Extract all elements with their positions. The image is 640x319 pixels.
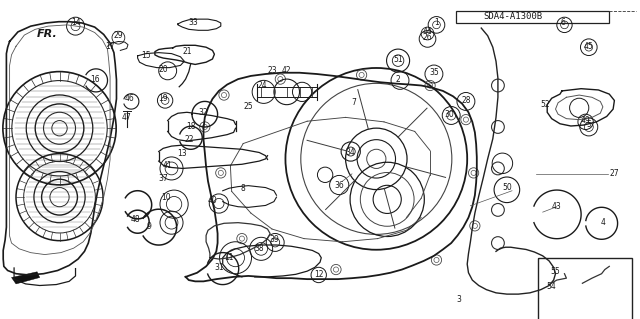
Text: 11: 11 [225,253,234,262]
Text: 13: 13 [177,149,188,158]
Bar [538,258,632,319]
Text: 17: 17 [105,42,115,51]
Text: 34: 34 [346,148,356,157]
Text: 40: 40 [207,196,218,205]
Text: 4: 4 [600,218,605,227]
Text: 28: 28 [461,96,470,105]
Text: 44: 44 [422,27,433,36]
Text: 31: 31 [214,263,224,272]
Text: 27: 27 [609,169,620,178]
Text: 29: 29 [113,31,124,40]
Text: 47: 47 [122,113,132,122]
Text: 45: 45 [584,42,594,51]
Text: 37: 37 [158,174,168,182]
Text: 26: 26 [422,33,433,42]
Text: 38: 38 [254,244,264,253]
Text: 22: 22 [184,135,193,144]
Text: 12: 12 [314,271,323,279]
Text: 8: 8 [241,184,246,193]
Text: 52: 52 [540,100,550,109]
Text: 35: 35 [429,68,439,77]
Text: 54: 54 [547,282,557,291]
Text: 55: 55 [550,267,561,276]
Text: 33: 33 [188,19,198,27]
Text: 51: 51 [393,55,403,63]
Text: 1: 1 [434,19,439,27]
Text: 19: 19 [158,94,168,103]
Text: SDA4-A1300B: SDA4-A1300B [484,12,543,21]
Text: 32: 32 [198,108,209,117]
Text: 50: 50 [502,183,512,192]
Text: 36: 36 [334,181,344,189]
Text: 6: 6 [561,19,566,27]
Text: 24: 24 [257,81,268,90]
Text: 25: 25 [243,102,253,111]
Text: 2: 2 [396,75,401,84]
Text: 10: 10 [161,193,172,202]
Text: 20: 20 [158,65,168,74]
Text: 18: 18 [186,122,195,130]
Text: 30: 30 [444,110,454,119]
Text: 23: 23 [267,66,277,75]
Text: 48: 48 [131,215,141,224]
Text: 14: 14 [70,19,81,27]
Text: 43: 43 [552,202,562,211]
Text: 49: 49 [580,116,591,125]
Text: 39: 39 [269,235,279,244]
Text: 7: 7 [351,98,356,107]
Text: 16: 16 [90,75,100,84]
Text: 42: 42 [282,66,292,75]
Text: FR.: FR. [37,29,58,40]
Text: 41: 41 [163,161,173,170]
Text: 5: 5 [586,120,591,129]
Bar [456,11,609,23]
Text: 3: 3 [456,295,461,304]
Text: 46: 46 [124,94,134,103]
Text: 21: 21 [182,47,191,56]
Text: 15: 15 [141,51,151,60]
Polygon shape [12,272,40,284]
Text: 9: 9 [146,222,151,231]
